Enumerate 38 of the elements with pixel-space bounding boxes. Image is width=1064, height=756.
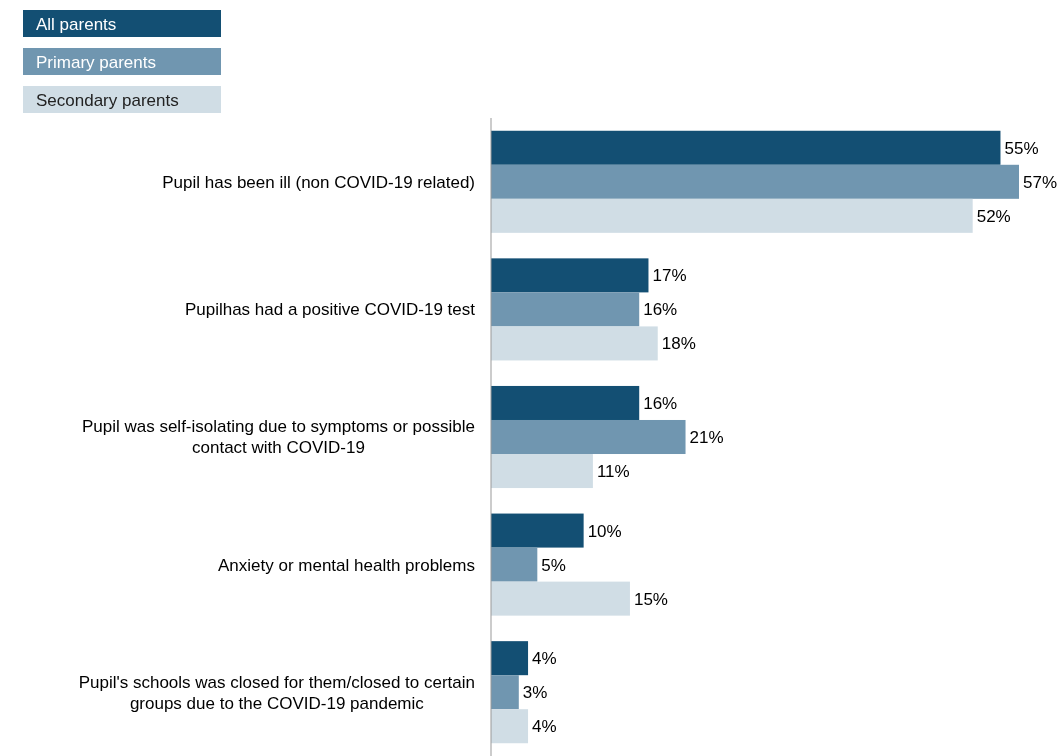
bar: [491, 581, 630, 616]
bar: [491, 675, 519, 710]
data-label: 16%: [643, 300, 678, 320]
text: Primary parents: [36, 52, 156, 72]
y-tick-label: Pupilhas had a positive COVID-19 test: [184, 300, 476, 320]
data-label: 16%: [643, 393, 678, 413]
text: Secondary parents: [36, 90, 179, 110]
y-tick-label: Pupil's schools was closed for them/closed to certain groups due to the COVID-19 pandemic: [78, 672, 475, 713]
bar: [491, 641, 529, 676]
bar: [491, 419, 686, 455]
y-tick-label: Pupil has been ill (non COVID-19 related): [162, 172, 475, 192]
bar: [491, 292, 640, 327]
data-label: 4%: [532, 649, 557, 669]
data-label: 55%: [1004, 138, 1039, 158]
bar: [491, 454, 593, 489]
data-label: 52%: [976, 206, 1011, 226]
bar: [491, 385, 640, 420]
data-label: 15%: [633, 589, 668, 609]
bar: [491, 198, 973, 233]
bar: [491, 164, 1019, 199]
data-label: 17%: [652, 266, 687, 286]
data-label: 4%: [532, 717, 557, 737]
data-label: 10%: [587, 521, 622, 541]
data-label: 21%: [689, 427, 724, 447]
data-label: 18%: [661, 334, 696, 354]
data-label: 57%: [1023, 172, 1058, 192]
bar: [491, 258, 649, 293]
bar: [491, 513, 584, 548]
y-tick-label: Pupil was self-isolating due to symptoms or possible contact with COVID-19: [81, 417, 475, 458]
data-label: 11%: [596, 461, 630, 481]
bar: [491, 130, 1001, 165]
bar: [491, 326, 658, 361]
text: All parents: [36, 14, 117, 34]
bar: [491, 547, 538, 582]
bar: [491, 709, 529, 744]
data-label: 5%: [541, 555, 566, 575]
data-label: 3%: [522, 683, 548, 703]
y-tick-label: Anxiety or mental health problems: [217, 555, 475, 575]
